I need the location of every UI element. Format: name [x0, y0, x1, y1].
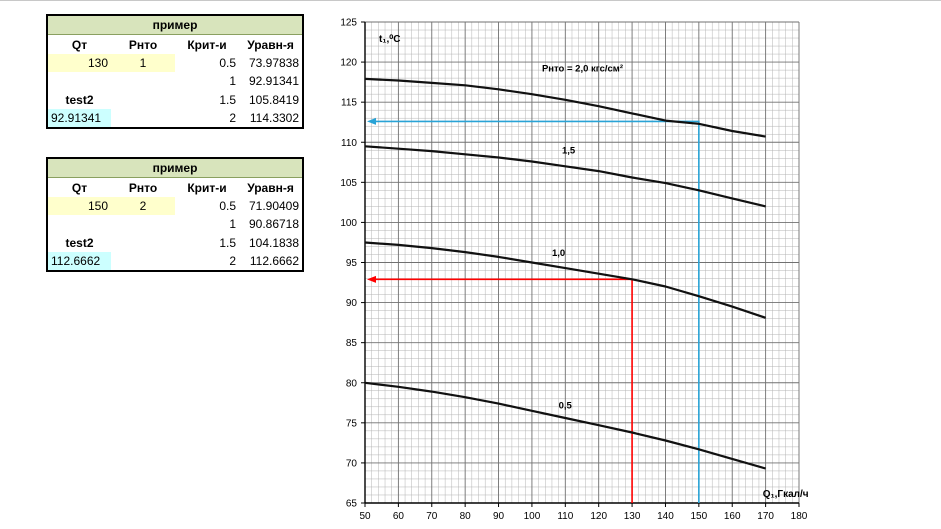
temperature-chart: 50 60 70 80 90 100 110 120 130 140 150 160 170 180 65 7…: [340, 18, 809, 523]
result-cell: 92.91341: [47, 108, 111, 129]
top-border-line: [0, 0, 941, 1]
series-label: 1,5: [562, 145, 576, 156]
series-labels: Pнто = 2,0 кгс/см² 1,5 1,0 0,5: [542, 64, 623, 412]
y-tick-label: 80: [346, 378, 358, 389]
header-qt: Qт: [71, 37, 88, 52]
crit-cell: 0.5: [219, 198, 236, 213]
series-line: [364, 381, 766, 470]
crit-cell: 1: [229, 217, 236, 232]
x-tick-label: 70: [426, 511, 438, 522]
x-tick-label: 140: [657, 511, 674, 522]
example-table-1: пример Qт Рнто Крит-и Уравн-я 130 1 0.5 …: [46, 14, 305, 130]
series-label: 1,0: [552, 248, 565, 259]
x-tick-label: 150: [691, 511, 708, 522]
x-axis-label: Q₁,Гкал/ч: [763, 489, 809, 500]
test-label: test2: [65, 92, 94, 107]
header-pnto: Рнто: [128, 37, 158, 52]
y-tick-label: 110: [341, 138, 357, 149]
x-tick-label: 130: [624, 511, 641, 522]
eq-cell: 73.97838: [248, 55, 300, 70]
header-eq: Уравн-я: [247, 180, 294, 195]
eq-cell: 112.6662: [249, 254, 300, 269]
x-tick-label: 120: [590, 511, 607, 522]
example-table-2: пример Qт Рнто Крит-и Уравн-я 150 2 0.5 …: [46, 157, 305, 273]
pnto-input-cell[interactable]: 2: [111, 196, 175, 216]
header-pnto: Рнто: [128, 180, 158, 195]
tick-labels: 50 60 70 80 90 100 110 120 130 140 150 160 170 180 65 7…: [340, 18, 807, 523]
header-crit: Крит-и: [187, 37, 227, 52]
crit-cell: 2: [229, 111, 236, 126]
eq-cell: 90.86718: [248, 217, 300, 232]
crit-cell: 1: [229, 74, 236, 89]
y-tick-label: 125: [340, 18, 357, 29]
series-line: [364, 77, 766, 138]
x-tick-label: 100: [524, 511, 541, 522]
table-title: пример: [47, 158, 304, 179]
y-tick-label: 95: [346, 258, 358, 269]
series-line: [364, 241, 766, 319]
header-qt: Qт: [71, 180, 88, 195]
x-tick-label: 110: [557, 511, 573, 522]
x-tick-label: 80: [460, 511, 472, 522]
header-crit: Крит-и: [187, 180, 227, 195]
x-tick-label: 180: [791, 511, 808, 522]
eq-cell: 114.3302: [249, 111, 300, 126]
table-title: пример: [47, 15, 304, 36]
y-tick-label: 70: [346, 458, 358, 469]
qt-input-cell[interactable]: 130: [47, 53, 111, 73]
eq-cell: 92.91341: [248, 74, 300, 89]
y-tick-label: 100: [340, 218, 357, 229]
crit-cell: 1.5: [219, 235, 236, 250]
y-axis-label: t₁,⁰C: [379, 34, 400, 45]
series-line: [364, 145, 766, 208]
x-tick-label: 90: [493, 511, 505, 522]
qt-input-cell[interactable]: 150: [47, 196, 111, 216]
x-tick-label: 160: [724, 511, 741, 522]
x-tick-label: 50: [359, 511, 371, 522]
eq-cell: 105.8419: [248, 92, 300, 107]
x-tick-label: 170: [757, 511, 774, 522]
header-eq: Уравн-я: [247, 37, 294, 52]
y-tick-label: 75: [346, 418, 358, 429]
guide-arrow-head: [367, 275, 376, 283]
y-tick-label: 65: [346, 499, 358, 510]
crit-cell: 1.5: [219, 92, 236, 107]
crit-cell: 2: [229, 254, 236, 269]
pnto-input-cell[interactable]: 1: [111, 53, 175, 73]
eq-cell: 71.90409: [248, 198, 300, 213]
major-grid: [364, 21, 800, 504]
y-tick-label: 90: [346, 298, 358, 309]
series-label: Pнто = 2,0 кгс/см²: [542, 64, 623, 75]
test-label: test2: [65, 235, 94, 250]
eq-cell: 104.1838: [248, 235, 300, 250]
x-tick-label: 60: [393, 511, 405, 522]
y-tick-label: 120: [340, 58, 357, 69]
y-tick-label: 85: [346, 338, 358, 349]
guide-arrow-head: [367, 117, 376, 125]
y-tick-label: 105: [340, 178, 357, 189]
series-lines: [364, 77, 766, 470]
guide-line: [373, 120, 700, 503]
y-tick-label: 115: [341, 98, 357, 109]
result-cell: 112.6662: [47, 251, 111, 272]
crit-cell: 0.5: [219, 55, 236, 70]
series-label: 0,5: [559, 400, 573, 411]
